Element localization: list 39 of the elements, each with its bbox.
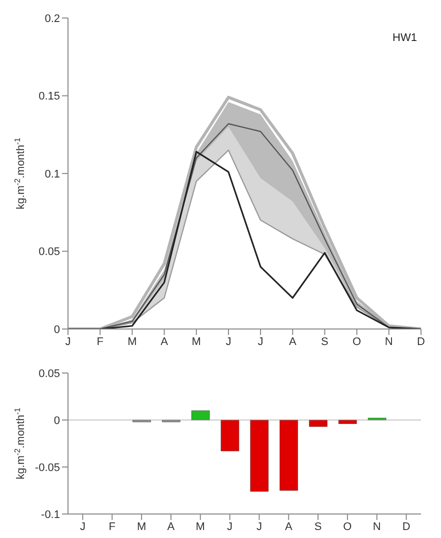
x-tick-label: A	[288, 336, 297, 348]
x-tick-label: J	[80, 520, 86, 533]
y-tick-label: 0.15	[38, 90, 60, 103]
x-tick-label: D	[402, 520, 410, 533]
y-tick-label: 0.1	[44, 168, 60, 180]
y-tick-label: 0	[54, 324, 60, 336]
x-tick-label: S	[321, 336, 328, 348]
y-tick-label: 0.2	[44, 12, 60, 25]
x-tick-label: J	[256, 520, 262, 533]
x-tick-label: J	[226, 336, 232, 348]
y-tick-label: 0.05	[38, 246, 60, 258]
x-tick-label: M	[192, 336, 201, 348]
y-tick-label: -0.1	[41, 508, 60, 521]
x-tick-label: S	[314, 520, 322, 533]
x-tick-label: N	[372, 520, 381, 533]
x-tick-label: A	[160, 336, 169, 348]
x-tick-label: M	[196, 520, 205, 533]
annotation: HW1	[392, 32, 417, 44]
x-tick-label: M	[128, 336, 137, 348]
x-tick-label: A	[167, 520, 176, 533]
bar	[250, 420, 269, 492]
x-tick-label: J	[227, 520, 233, 533]
bar	[191, 410, 210, 420]
bar	[309, 420, 328, 427]
bar	[280, 420, 298, 491]
x-tick-label: J	[65, 336, 71, 348]
x-tick-label: D	[417, 336, 426, 348]
y-tick-label: 0	[54, 414, 60, 427]
x-tick-label: F	[96, 336, 104, 348]
x-tick-label: J	[258, 336, 264, 348]
bar	[220, 420, 240, 452]
x-tick-label: M	[136, 520, 146, 533]
x-tick-label: N	[384, 336, 393, 348]
y-tick-label: -0.05	[34, 462, 60, 474]
x-tick-label: O	[352, 336, 362, 348]
x-tick-label: A	[284, 520, 293, 533]
x-tick-label: O	[343, 520, 352, 533]
y-tick-label: 0.05	[38, 368, 60, 380]
x-tick-label: F	[108, 520, 116, 533]
